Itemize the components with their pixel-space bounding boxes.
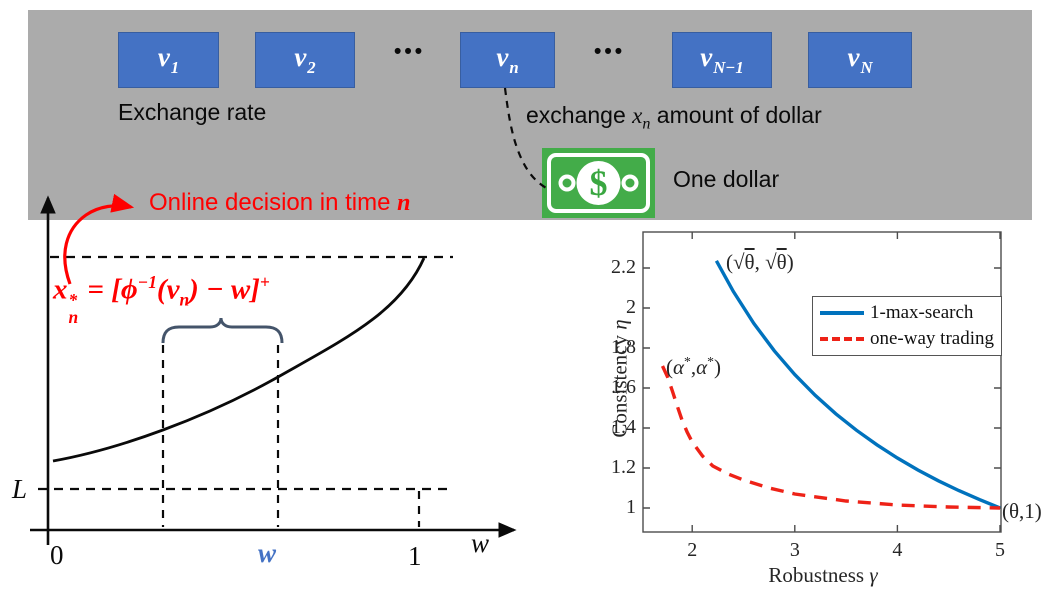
legend-label-2: one-way trading [870, 328, 994, 350]
dollar-sign-glyph: $ [590, 163, 608, 203]
chart-xlabel: Robustness γ [768, 563, 878, 587]
y-tick-label: 1.4 [611, 416, 636, 438]
chart-plot-box [642, 231, 1002, 533]
series-one-way-trading [660, 365, 1001, 510]
exchange-rate-box-v1: v1 [118, 32, 219, 88]
annotation-sqrt-theta: (√θ, √θ) [726, 250, 794, 274]
one-dollar-label: One dollar [673, 166, 780, 192]
x-tick-label: 5 [994, 539, 1005, 561]
legend-item-one-way-trading: one-way trading [813, 327, 1001, 351]
v2-label: v2 [294, 42, 316, 77]
annotation-theta-one: (θ,1) [1002, 499, 1042, 523]
y-tick-label: 1.6 [611, 376, 636, 398]
legend-item-1-max-search: 1-max-search [813, 301, 1001, 325]
one-tick-label: 1 [408, 541, 422, 571]
online-decision-annotation: Online decision in time n [149, 189, 411, 216]
x-tick-label: 3 [789, 539, 800, 561]
exchange-rate-label: Exchange rate [118, 99, 267, 125]
y-tick-label: 1.2 [611, 456, 636, 478]
brace [161, 317, 284, 344]
vn-label: vn [496, 42, 519, 77]
L-axis-label: L [12, 474, 28, 504]
red-annotation-arrow [63, 193, 135, 285]
y-tick-label: 2.2 [611, 256, 636, 278]
exchange-rate-box-v2: v2 [255, 32, 355, 88]
v1-label: v1 [157, 42, 180, 77]
x-tick-label: 2 [687, 539, 698, 561]
exchange-amount-label: exchange xn amount of dollar [526, 102, 822, 133]
vn-to-dollar-connector [503, 87, 549, 190]
ellipsis-dots-right: ••• [594, 40, 626, 63]
annotation-alpha-star: (α*,α*) [666, 354, 721, 379]
exchange-rate-box-vN1: vN−1 [672, 32, 772, 88]
banner-panel: v1 v2 ••• vn ••• vN−1 vN Exchange rate e… [28, 10, 1032, 220]
chart-tick-marks [643, 232, 1001, 532]
y-tick-label: 2 [626, 296, 636, 318]
legend-line-dashed [820, 337, 864, 342]
left-plot-axes [30, 195, 517, 545]
legend-line-solid [820, 310, 864, 315]
decision-formula: x * n = [ϕ−1(vn) − w]+ [53, 272, 270, 328]
w-tick-label: w [258, 538, 277, 568]
ellipsis-dots-left: ••• [394, 40, 426, 63]
vN-label: vN [847, 42, 873, 77]
x-axis-variable-label: w [471, 528, 490, 558]
dollar-bill-icon: $ [542, 148, 655, 218]
x-tick-label: 4 [892, 539, 903, 561]
y-tick-label: 1.8 [611, 336, 636, 358]
origin-label: 0 [50, 540, 64, 570]
legend-label-1: 1-max-search [870, 301, 974, 323]
y-tick-label: 1 [626, 496, 636, 518]
vN1-label: vN−1 [700, 42, 744, 77]
phi-curve [52, 257, 426, 463]
exchange-rate-box-vn: vn [460, 32, 555, 88]
series-1-max-search [714, 259, 1001, 510]
chart-legend: 1-max-search one-way trading [812, 296, 1002, 356]
exchange-rate-box-vN: vN [808, 32, 912, 88]
x-n-variable: xn [632, 103, 651, 133]
